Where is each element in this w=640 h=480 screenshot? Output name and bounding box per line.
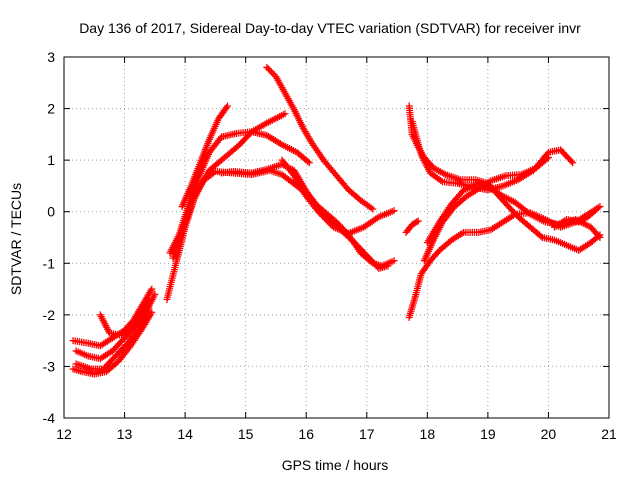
series-track-1	[69, 285, 156, 350]
x-tick-label: 13	[117, 426, 133, 442]
data-point	[537, 232, 545, 240]
x-tick-label: 17	[359, 426, 375, 442]
data-point	[320, 214, 328, 222]
data-point	[323, 217, 331, 225]
data-point	[316, 209, 324, 217]
y-tick-label: -1	[43, 255, 56, 271]
data-point	[326, 220, 334, 228]
data-point	[304, 157, 312, 165]
data-point	[322, 215, 330, 223]
series-track-19	[551, 205, 601, 231]
y-tick-label: -2	[43, 307, 56, 323]
x-tick-label: 18	[420, 426, 436, 442]
series-track-9	[178, 102, 231, 211]
data-point	[317, 211, 325, 219]
data-point	[413, 218, 421, 226]
data-point	[276, 140, 284, 148]
data-point	[325, 219, 333, 227]
series-track-10	[263, 63, 377, 213]
data-point	[596, 234, 604, 241]
x-tick-label: 16	[298, 426, 314, 442]
grid-lines	[64, 57, 609, 418]
plot-frame	[63, 56, 610, 419]
data-point	[591, 206, 599, 214]
data-point	[281, 110, 289, 118]
data-point	[269, 70, 277, 78]
series-track-5	[96, 295, 153, 339]
data-point	[224, 102, 231, 110]
x-tick-label: 12	[56, 426, 72, 442]
x-tick-label: 20	[541, 426, 557, 442]
data-point	[390, 207, 398, 215]
series-track-12	[278, 156, 398, 237]
data-point	[314, 208, 322, 216]
x-tick-label: 15	[238, 426, 254, 442]
data-point	[263, 63, 271, 71]
data-point	[145, 295, 153, 303]
data-point	[390, 257, 398, 265]
data-point	[544, 154, 552, 162]
y-tick-label: 1	[47, 152, 55, 168]
data-point	[384, 262, 392, 270]
y-tick-label: -4	[43, 410, 56, 426]
data-point	[595, 232, 603, 240]
data-point	[569, 159, 577, 167]
series-track-13	[402, 217, 422, 236]
y-tick-label: 2	[47, 101, 55, 117]
data-point	[414, 217, 422, 225]
chart-title: Day 136 of 2017, Sidereal Day-to-day VTE…	[79, 20, 581, 36]
series-track-11	[217, 160, 392, 272]
data-point	[151, 290, 159, 298]
y-tick-label: -3	[43, 358, 56, 374]
x-axis-label: GPS time / hours	[282, 457, 389, 473]
data-point	[373, 214, 381, 222]
data-points	[69, 63, 604, 378]
data-point	[319, 212, 327, 220]
y-axis-label: SDTVAR / TECUs	[8, 183, 24, 295]
data-point	[525, 209, 533, 217]
data-point	[305, 159, 313, 167]
data-point	[222, 104, 230, 112]
x-tick-label: 14	[177, 426, 193, 442]
data-point	[369, 205, 377, 213]
data-point	[264, 65, 272, 73]
data-point	[267, 68, 275, 76]
x-tick-label: 19	[480, 426, 496, 442]
y-tick-label: 0	[47, 204, 55, 220]
data-point	[266, 66, 274, 74]
data-point	[148, 285, 156, 293]
data-point	[593, 205, 601, 213]
series-track-8	[169, 110, 289, 262]
data-point	[543, 155, 551, 163]
data-point	[567, 157, 575, 165]
y-tick-label: 3	[47, 49, 55, 65]
x-tick-label: 21	[601, 426, 617, 442]
